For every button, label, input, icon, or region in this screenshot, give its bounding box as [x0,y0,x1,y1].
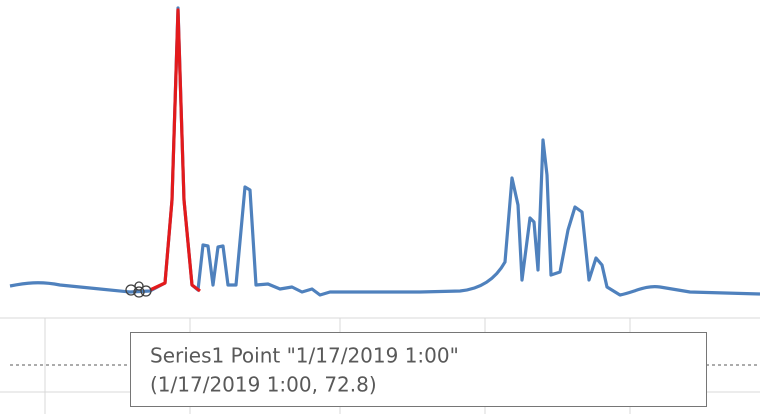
series-line[interactable] [9,6,760,297]
selected-segment[interactable] [149,8,201,293]
marker[interactable] [140,285,152,297]
tooltip-line: Series1 Point "1/17/2019 1:00" [150,344,459,368]
tooltip-line: (1/17/2019 1:00, 72.8) [150,373,377,397]
point-markers [125,281,152,298]
tooltip: Series1 Point "1/17/2019 1:00" (1/17/201… [130,332,707,407]
marker[interactable] [133,286,145,298]
marker[interactable] [125,284,137,296]
tooltip-box [130,332,707,407]
marker[interactable] [134,281,144,291]
